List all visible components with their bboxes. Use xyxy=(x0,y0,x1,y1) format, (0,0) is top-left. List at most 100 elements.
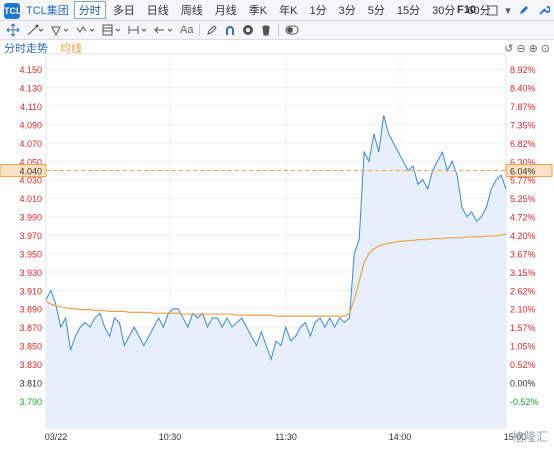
channel-tool-icon[interactable] xyxy=(50,22,70,38)
chart-legend: 分时走势 均线 ↺ ⊖ ⊕ ⊙ xyxy=(0,40,554,56)
tab-period-10[interactable]: 15分 xyxy=(396,5,421,17)
y-tick-right: 5.25% xyxy=(510,194,536,204)
tab-period-1[interactable]: 多日 xyxy=(112,5,135,17)
y-tick-left: 4.070 xyxy=(19,139,42,149)
wrench-icon[interactable] xyxy=(537,3,551,17)
square-icon[interactable] xyxy=(485,3,499,17)
y-tick-right: 3.15% xyxy=(510,268,536,278)
f10-button[interactable]: F10 xyxy=(457,4,476,16)
y-tick-left: 3.990 xyxy=(19,213,42,223)
y-tick-left: 3.790 xyxy=(19,397,42,407)
y-tick-left: 3.890 xyxy=(19,305,42,315)
avg-line xyxy=(45,233,507,317)
y-tick-right: 7.35% xyxy=(510,120,536,130)
price-line xyxy=(45,115,507,361)
toolbar-divider xyxy=(278,24,280,36)
tab-period-3[interactable]: 周线 xyxy=(180,5,203,17)
drawing-toolbar: Aa xyxy=(0,21,554,40)
y-tick-left: 4.090 xyxy=(19,120,42,130)
x-tick-label: 10:30 xyxy=(159,432,182,442)
zoom-in-icon[interactable]: ⊕ xyxy=(528,42,538,55)
magnet-icon[interactable] xyxy=(224,22,236,38)
legend-title: 分时走势 xyxy=(4,43,48,55)
y-tick-right: 8.40% xyxy=(510,84,536,94)
stock-logo-icon: TCL xyxy=(4,3,22,19)
period-tabs: 分时 多日 日线 周线 月线 季K 年K 1分 3分 5分 15分 30分 60分 xyxy=(73,1,497,19)
tab-period-12[interactable]: 60分 xyxy=(467,5,491,17)
move-cross-icon[interactable] xyxy=(6,22,20,38)
trash-icon[interactable] xyxy=(260,22,272,38)
arrow-tool-icon[interactable] xyxy=(154,22,174,38)
zoom-controls: ↺ ⊖ ⊕ ⊙ xyxy=(504,40,550,56)
price-area xyxy=(46,115,506,429)
tab-period-5[interactable]: 季K xyxy=(248,5,268,17)
x-tick-label: 14:00 xyxy=(389,432,412,442)
tab-period-8[interactable]: 3分 xyxy=(338,5,356,17)
current-price-tag xyxy=(0,164,47,178)
tab-period-6[interactable]: 年K xyxy=(279,5,298,17)
line-tool-icon[interactable] xyxy=(26,22,44,38)
tab-period-11[interactable]: 30分 xyxy=(432,5,456,17)
x-tick-label: 03/22 xyxy=(45,432,68,442)
y-tick-right: 2.10% xyxy=(510,305,536,315)
tab-period-7[interactable]: 1分 xyxy=(309,5,327,17)
y-tick-left: 4.150 xyxy=(19,65,42,75)
eye-icon[interactable] xyxy=(242,22,254,38)
toggle-icon[interactable] xyxy=(285,22,299,38)
watermark: 格隆汇 xyxy=(511,430,548,444)
fibonacci-tool-icon[interactable] xyxy=(102,22,122,38)
dropdown-arrow-icon[interactable]: ▾ xyxy=(505,4,511,17)
y-tick-left: 4.130 xyxy=(19,84,42,94)
y-tick-left: 3.950 xyxy=(19,249,42,259)
x-tick-label: 11:30 xyxy=(275,432,297,442)
y-tick-right: 0.00% xyxy=(510,378,536,388)
y-tick-left: 3.870 xyxy=(19,323,42,333)
tab-period-0[interactable]: 分时 xyxy=(73,1,106,19)
y-tick-right: 7.87% xyxy=(510,102,536,112)
y-tick-left: 4.050 xyxy=(19,157,42,167)
toolbar-divider xyxy=(199,24,201,36)
y-tick-left: 4.110 xyxy=(20,102,42,112)
y-tick-left: 3.930 xyxy=(19,268,42,278)
y-tick-left: 3.810 xyxy=(19,378,42,388)
y-tick-right: 3.67% xyxy=(510,249,536,259)
x-tick-label: 15:00 xyxy=(504,432,527,442)
stock-name[interactable]: TCL TCL集团 xyxy=(0,2,73,19)
y-tick-right: 2.62% xyxy=(510,286,536,296)
undo-icon[interactable]: ↺ xyxy=(504,42,514,55)
y-tick-left: 3.910 xyxy=(19,286,42,296)
current-pct-tag xyxy=(505,164,553,178)
tab-period-4[interactable]: 月线 xyxy=(214,5,237,17)
y-tick-right: 1.57% xyxy=(510,323,536,333)
text-tool-icon[interactable]: Aa xyxy=(180,24,194,36)
y-tick-left: 3.970 xyxy=(19,231,42,241)
toolbar-right: F10 ▾ xyxy=(451,0,554,20)
y-tick-right: 1.05% xyxy=(510,342,536,352)
y-tick-right: 8.92% xyxy=(510,65,536,75)
y-tick-right: 4.20% xyxy=(510,231,536,241)
wave-tool-icon[interactable] xyxy=(76,22,96,38)
pencil-icon[interactable] xyxy=(517,3,531,17)
y-tick-left: 4.030 xyxy=(19,176,42,186)
y-tick-right: 5.77% xyxy=(510,176,536,186)
current-price-label: 4.040 xyxy=(19,167,42,177)
y-tick-right: 6.82% xyxy=(510,139,536,149)
y-tick-right: 0.52% xyxy=(510,360,536,370)
tab-period-9[interactable]: 5分 xyxy=(367,5,385,17)
tab-period-2[interactable]: 日线 xyxy=(146,5,169,17)
y-tick-right: -0.52% xyxy=(510,397,539,407)
pen-icon[interactable] xyxy=(206,22,218,38)
y-tick-right: 4.72% xyxy=(510,213,536,223)
y-tick-left: 4.010 xyxy=(19,194,42,204)
zoom-out-icon[interactable]: ⊖ xyxy=(516,42,526,55)
y-tick-left: 3.830 xyxy=(19,360,42,370)
chart-toolbar: TCL TCL集团 分时 多日 日线 周线 月线 季K 年K 1分 3分 5分 15分 30分 60分 … xyxy=(0,0,554,21)
legend-avg: 均线 xyxy=(60,43,82,55)
y-tick-left: 3.850 xyxy=(19,342,42,352)
y-tick-right: 6.30% xyxy=(510,157,536,167)
range-tool-icon[interactable] xyxy=(128,22,148,38)
reset-icon[interactable]: ⊙ xyxy=(540,42,550,55)
current-pct-label: 6.04% xyxy=(510,167,536,177)
stock-name-label: TCL集团 xyxy=(26,5,69,17)
